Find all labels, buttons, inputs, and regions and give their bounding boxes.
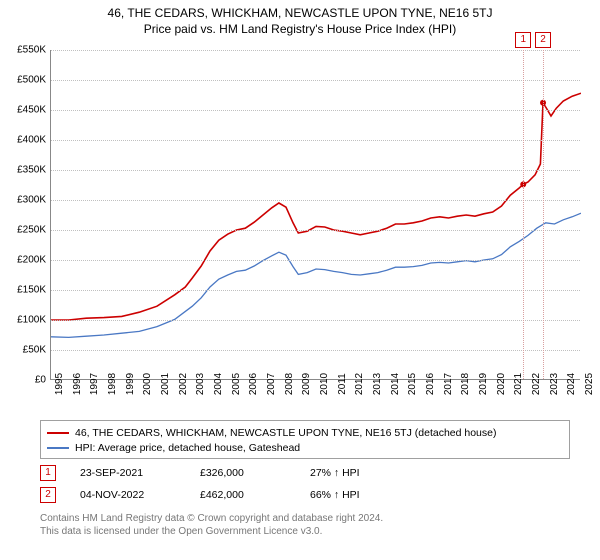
legend-item: 46, THE CEDARS, WHICKHAM, NEWCASTLE UPON…: [47, 425, 563, 440]
x-axis-label: 2025: [584, 373, 595, 395]
x-axis-label: 2007: [266, 373, 277, 395]
titles: 46, THE CEDARS, WHICKHAM, NEWCASTLE UPON…: [0, 0, 600, 36]
x-axis-label: 2014: [390, 373, 401, 395]
marker-line: [523, 50, 524, 379]
x-axis-label: 2003: [195, 373, 206, 395]
y-axis-label: £50K: [2, 345, 46, 356]
x-axis-label: 2002: [178, 373, 189, 395]
y-axis-label: £450K: [2, 105, 46, 116]
footer: Contains HM Land Registry data © Crown c…: [40, 512, 383, 538]
x-axis-label: 2006: [248, 373, 259, 395]
x-axis-label: 2017: [443, 373, 454, 395]
y-axis-label: £500K: [2, 75, 46, 86]
marker-price: £326,000: [200, 467, 310, 479]
x-axis-label: 1998: [107, 373, 118, 395]
gridline-h: [51, 50, 580, 51]
y-axis-label: £0: [2, 375, 46, 386]
x-axis-label: 2013: [372, 373, 383, 395]
gridline-h: [51, 140, 580, 141]
y-axis-label: £300K: [2, 195, 46, 206]
legend-label: HPI: Average price, detached house, Gate…: [75, 442, 300, 454]
legend: 46, THE CEDARS, WHICKHAM, NEWCASTLE UPON…: [40, 420, 570, 459]
marker-date: 04-NOV-2022: [80, 489, 200, 501]
y-axis-label: £200K: [2, 255, 46, 266]
x-axis-label: 2020: [496, 373, 507, 395]
marker-hpi: 27% ↑ HPI: [310, 467, 410, 479]
gridline-h: [51, 290, 580, 291]
y-axis-label: £550K: [2, 45, 46, 56]
legend-swatch: [47, 432, 69, 434]
chart-container: 46, THE CEDARS, WHICKHAM, NEWCASTLE UPON…: [0, 0, 600, 560]
x-axis-label: 2000: [142, 373, 153, 395]
x-axis-label: 2001: [160, 373, 171, 395]
legend-swatch: [47, 447, 69, 449]
gridline-h: [51, 80, 580, 81]
x-axis-label: 2019: [478, 373, 489, 395]
series-line: [51, 93, 581, 320]
y-axis-label: £400K: [2, 135, 46, 146]
legend-label: 46, THE CEDARS, WHICKHAM, NEWCASTLE UPON…: [75, 427, 497, 439]
plot-region: 1995199619971998199920002001200220032004…: [50, 50, 580, 380]
footer-line1: Contains HM Land Registry data © Crown c…: [40, 512, 383, 525]
y-axis-label: £250K: [2, 225, 46, 236]
y-axis-label: £150K: [2, 285, 46, 296]
x-axis-label: 2018: [460, 373, 471, 395]
x-axis-label: 2023: [549, 373, 560, 395]
marker-row: 2 04-NOV-2022£462,00066% ↑ HPI: [40, 484, 410, 506]
x-axis-label: 1995: [54, 373, 65, 395]
gridline-h: [51, 230, 580, 231]
gridline-h: [51, 170, 580, 171]
gridline-h: [51, 320, 580, 321]
x-axis-label: 2015: [407, 373, 418, 395]
marker-price: £462,000: [200, 489, 310, 501]
chart-subtitle: Price paid vs. HM Land Registry's House …: [0, 22, 600, 36]
marker-hpi: 66% ↑ HPI: [310, 489, 410, 501]
marker-row: 1 23-SEP-2021£326,00027% ↑ HPI: [40, 462, 410, 484]
x-axis-label: 2022: [531, 373, 542, 395]
gridline-h: [51, 260, 580, 261]
y-axis-label: £100K: [2, 315, 46, 326]
marker-line: [543, 50, 544, 379]
line-svg: [51, 50, 581, 380]
marker-id-box: 1: [40, 465, 56, 481]
series-line: [51, 213, 581, 337]
marker-badge: 2: [535, 32, 551, 48]
x-axis-label: 2004: [213, 373, 224, 395]
x-axis-label: 2012: [354, 373, 365, 395]
x-axis-label: 1999: [125, 373, 136, 395]
y-axis-label: £350K: [2, 165, 46, 176]
x-axis-label: 2008: [284, 373, 295, 395]
chart-area: 1995199619971998199920002001200220032004…: [50, 50, 580, 380]
footer-line2: This data is licensed under the Open Gov…: [40, 525, 383, 538]
x-axis-label: 1997: [89, 373, 100, 395]
x-axis-label: 2011: [337, 373, 348, 395]
legend-item: HPI: Average price, detached house, Gate…: [47, 440, 563, 455]
x-axis-label: 2009: [301, 373, 312, 395]
chart-title: 46, THE CEDARS, WHICKHAM, NEWCASTLE UPON…: [0, 6, 600, 20]
x-axis-label: 2024: [566, 373, 577, 395]
marker-table: 1 23-SEP-2021£326,00027% ↑ HPI 2 04-NOV-202…: [40, 462, 410, 506]
x-axis-label: 1996: [72, 373, 83, 395]
x-axis-label: 2016: [425, 373, 436, 395]
marker-date: 23-SEP-2021: [80, 467, 200, 479]
x-axis-label: 2010: [319, 373, 330, 395]
x-axis-label: 2005: [231, 373, 242, 395]
gridline-h: [51, 200, 580, 201]
marker-badge: 1: [515, 32, 531, 48]
gridline-h: [51, 350, 580, 351]
gridline-h: [51, 110, 580, 111]
marker-id-box: 2: [40, 487, 56, 503]
